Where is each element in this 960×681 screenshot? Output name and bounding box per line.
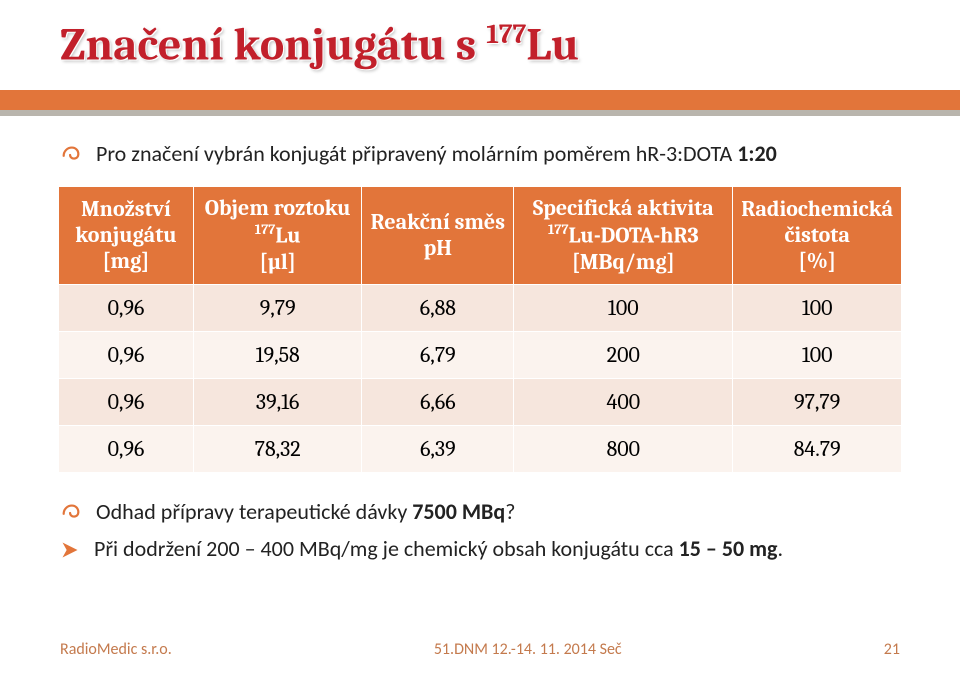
table-row: 0,96 9,79 6,88 100 100 — [59, 284, 902, 331]
cell: 0,96 — [59, 331, 194, 378]
rule-grey — [0, 110, 960, 116]
slide-title: Značení konjugátu s 177Lu — [60, 18, 579, 71]
footer-center: 51.DNM 12.-14. 11. 2014 Seč — [434, 640, 622, 659]
bullet-1: Pro značení vybrán konjugát připravený m… — [60, 140, 777, 169]
cell: 97,79 — [733, 378, 902, 425]
cell: 19,58 — [193, 331, 362, 378]
cell: 6,66 — [362, 378, 514, 425]
cell: 78,32 — [193, 425, 362, 472]
cell: 800 — [514, 425, 733, 472]
cell: 100 — [733, 331, 902, 378]
th-3: Specifická aktivita177Lu-DOTA-hR3[MBq/mg… — [514, 187, 733, 285]
bullet-3-text: Při dodržení 200 – 400 MBq/mg je chemick… — [94, 535, 783, 562]
cell: 9,79 — [193, 284, 362, 331]
data-table: Množstvíkonjugátu[mg] Objem roztoku177Lu… — [58, 186, 902, 473]
cell: 0,96 — [59, 378, 194, 425]
table-body: 0,96 9,79 6,88 100 100 0,96 19,58 6,79 2… — [59, 284, 902, 472]
cell: 6,39 — [362, 425, 514, 472]
cell: 100 — [514, 284, 733, 331]
slide: Značení konjugátu s 177Lu Pro značení vy… — [0, 0, 960, 681]
th-4: Radiochemickáčistota[%] — [733, 187, 902, 285]
cell: 39,16 — [193, 378, 362, 425]
bullet-3: Při dodržení 200 – 400 MBq/mg je chemick… — [60, 535, 783, 564]
table-row: 0,96 78,32 6,39 800 84.79 — [59, 425, 902, 472]
cell: 100 — [733, 284, 902, 331]
bullet-1-text: Pro značení vybrán konjugát připravený m… — [96, 140, 777, 167]
bullet-2-text: Odhad přípravy terapeutické dávky 7500 M… — [96, 498, 515, 525]
th-2: Reakční směspH — [362, 187, 514, 285]
bullet-glyph-icon — [60, 501, 82, 527]
footer-left: RadioMedic s.r.o. — [60, 640, 172, 659]
cell: 6,79 — [362, 331, 514, 378]
table-row: 0,96 39,16 6,66 400 97,79 — [59, 378, 902, 425]
data-table-wrap: Množstvíkonjugátu[mg] Objem roztoku177Lu… — [58, 186, 902, 473]
cell: 200 — [514, 331, 733, 378]
bullet-glyph-icon — [60, 143, 82, 169]
cell: 400 — [514, 378, 733, 425]
cell: 0,96 — [59, 425, 194, 472]
th-0: Množstvíkonjugátu[mg] — [59, 187, 194, 285]
arrow-icon — [60, 538, 80, 564]
rule-orange — [0, 90, 960, 110]
th-1: Objem roztoku177Lu[µl] — [193, 187, 362, 285]
cell: 84.79 — [733, 425, 902, 472]
header-row: Množstvíkonjugátu[mg] Objem roztoku177Lu… — [59, 187, 902, 285]
footer-right: 21 — [884, 640, 900, 659]
cell: 0,96 — [59, 284, 194, 331]
footer: RadioMedic s.r.o. 51.DNM 12.-14. 11. 201… — [60, 640, 900, 659]
cell: 6,88 — [362, 284, 514, 331]
table-row: 0,96 19,58 6,79 200 100 — [59, 331, 902, 378]
bullet-2: Odhad přípravy terapeutické dávky 7500 M… — [60, 498, 515, 527]
